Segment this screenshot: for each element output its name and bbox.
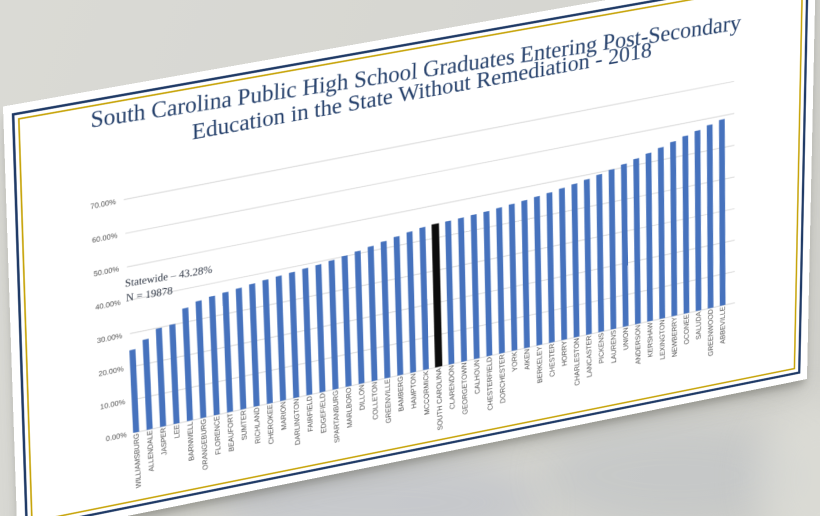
svg-text:EDGEFIELD: EDGEFIELD [318,392,328,434]
svg-text:YORK: YORK [510,350,519,372]
svg-text:BARNWELL: BARNWELL [186,420,196,461]
svg-text:30.00%: 30.00% [97,331,123,345]
svg-text:SPARTANBURG: SPARTANBURG [331,389,341,443]
svg-text:CHEROKEE: CHEROKEE [266,404,276,445]
svg-text:BEAUFORT: BEAUFORT [226,412,236,452]
svg-text:CALHOUN: CALHOUN [473,359,482,395]
svg-text:LEE: LEE [172,424,181,439]
svg-text:LANCASTER: LANCASTER [585,334,594,378]
svg-text:70.00%: 70.00% [90,197,116,211]
svg-text:ANDERSON: ANDERSON [634,324,643,365]
svg-text:40.00%: 40.00% [95,298,121,312]
svg-text:CHESTERFIELD: CHESTERFIELD [485,356,494,411]
svg-text:SUMTER: SUMTER [239,409,249,441]
svg-text:ABBEVILLE: ABBEVILLE [719,306,727,345]
svg-text:LAURENS: LAURENS [609,329,618,364]
svg-text:HORRY: HORRY [560,340,569,367]
svg-text:20.00%: 20.00% [98,364,124,378]
svg-text:50.00%: 50.00% [93,265,119,279]
svg-text:COLLETON: COLLETON [370,381,379,421]
svg-text:CHARLESTON: CHARLESTON [572,337,581,386]
svg-text:SOUTH CAROLINA: SOUTH CAROLINA [434,366,444,431]
svg-text:LEXINGTON: LEXINGTON [658,319,666,361]
svg-text:GEORGETOWN: GEORGETOWN [460,362,469,416]
svg-text:DORCHESTER: DORCHESTER [498,353,507,404]
svg-text:10.00%: 10.00% [100,397,126,411]
svg-text:0.00%: 0.00% [106,430,127,443]
svg-text:MARLBORO: MARLBORO [344,387,354,429]
svg-text:WILLIAMSBURG: WILLIAMSBURG [132,433,143,489]
svg-text:GREENWOOD: GREENWOOD [706,308,714,357]
svg-text:HAMPTON: HAMPTON [409,373,418,410]
svg-text:60.00%: 60.00% [92,231,118,245]
svg-text:DARLINGTON: DARLINGTON [292,398,302,446]
svg-text:ALLENDALE: ALLENDALE [145,430,155,473]
svg-text:RICHLAND: RICHLAND [252,406,262,444]
svg-text:ORANGEBURG: ORANGEBURG [199,418,210,471]
svg-text:MCCORMICK: MCCORMICK [422,369,431,416]
svg-text:FLORENCE: FLORENCE [212,415,222,455]
svg-text:UNION: UNION [622,327,630,351]
svg-text:South Carolina Public High Sch: South Carolina Public High School Gradua… [90,11,741,134]
svg-text:CLARENDON: CLARENDON [447,364,456,410]
svg-text:MARION: MARION [279,401,288,431]
svg-text:PICKENS: PICKENS [597,332,606,364]
svg-text:GREENVILLE: GREENVILLE [383,378,393,424]
svg-text:KERSHAW: KERSHAW [646,321,654,358]
svg-text:CHESTER: CHESTER [548,342,557,378]
svg-text:BAMBERG: BAMBERG [396,375,405,412]
svg-text:DILLON: DILLON [357,384,366,411]
svg-text:BERKELEY: BERKELEY [535,345,544,384]
svg-text:OCONEE: OCONEE [682,314,690,346]
svg-text:FAIRFIELD: FAIRFIELD [305,395,315,433]
svg-text:AIKEN: AIKEN [523,348,532,371]
svg-text:SALUDA: SALUDA [694,310,702,340]
svg-text:NEWBERRY: NEWBERRY [670,316,678,358]
svg-text:JASPER: JASPER [159,426,169,456]
